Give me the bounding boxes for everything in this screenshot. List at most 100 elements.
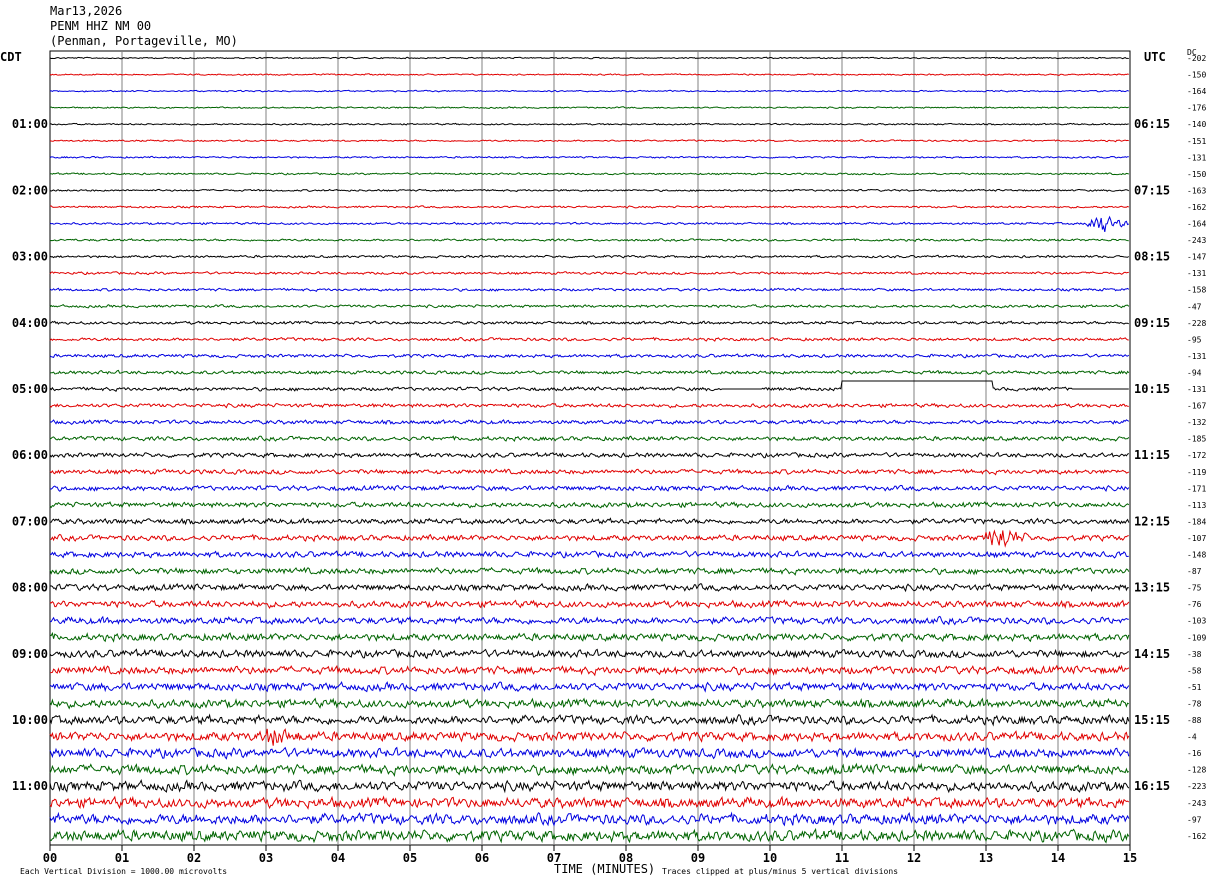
dc-offset-label: -163 [1187,186,1206,195]
dc-offset-label: -109 [1187,633,1206,642]
trace-row [49,254,1130,259]
dc-offset-label: -58 [1187,666,1202,675]
dc-offset-label: -87 [1187,567,1202,576]
trace-row [49,205,1130,209]
dc-offset-label: -75 [1187,584,1202,593]
x-tick-label: 01 [115,851,129,865]
dc-offset-label: -132 [1187,418,1206,427]
trace-row [49,380,1129,392]
dc-offset-label: -131 [1187,153,1206,162]
x-tick-label: 06 [475,851,489,865]
trace-row [49,215,1130,233]
dc-offset-label: -51 [1187,683,1202,692]
dc-offset-label: -76 [1187,600,1202,609]
trace-row [49,484,1130,492]
trace-row [49,664,1130,677]
trace-row [49,122,1129,126]
x-tick-label: 07 [547,851,561,865]
dc-offset-label: -119 [1187,468,1206,477]
dc-offset-label: -94 [1187,368,1202,377]
left-hour-label: 09:00 [12,647,48,661]
dc-offset-label: -140 [1187,120,1206,129]
x-tick-label: 04 [331,851,345,865]
right-hour-label: 15:15 [1134,713,1170,727]
trace-row [49,89,1130,93]
dc-column-label: DC [1187,48,1197,57]
dc-offset-label: -103 [1187,617,1206,626]
trace-row [49,271,1129,276]
left-hour-label: 08:00 [12,581,48,595]
dc-offset-label: -88 [1187,716,1202,725]
trace-row [49,550,1129,559]
left-hour-label: 04:00 [12,316,48,330]
x-tick-label: 05 [403,851,417,865]
x-axis-title: TIME (MINUTES) [554,862,656,876]
left-hour-label: 05:00 [12,382,48,396]
trace-row [49,418,1130,426]
dc-offset-label: -95 [1187,335,1202,344]
trace-row [49,402,1129,409]
trace-row [49,517,1130,526]
x-tick-label: 15 [1123,851,1137,865]
dc-offset-label: -78 [1187,699,1202,708]
left-hour-label: 03:00 [12,250,48,264]
right-hour-label: 06:15 [1134,117,1170,131]
right-timezone-label: UTC [1144,50,1166,64]
trace-row [49,762,1130,777]
dc-offset-label: -184 [1187,517,1206,526]
trace-row [49,648,1129,660]
x-tick-label: 13 [979,851,993,865]
dc-offset-label: -164 [1187,87,1206,96]
dc-offset-label: -131 [1187,269,1206,278]
dc-offset-label: -131 [1187,385,1206,394]
dc-offset-label: -113 [1187,501,1206,510]
trace-row [49,320,1129,326]
left-hour-label: 02:00 [12,183,48,197]
dc-offset-label: -97 [1187,815,1202,824]
dc-offset-label: -162 [1187,832,1206,841]
x-tick-label: 10 [763,851,777,865]
trace-row [49,501,1130,509]
trace-row [49,172,1129,176]
right-hour-label: 13:15 [1134,581,1170,595]
x-tick-label: 00 [43,851,57,865]
dc-offset-label: -228 [1187,319,1206,328]
trace-row [49,435,1130,442]
footer-scale-note: Each Vertical Division = 1000.00 microvo… [20,867,228,876]
dc-offset-label: -243 [1187,799,1206,808]
right-hour-label: 09:15 [1134,316,1170,330]
trace-row [49,697,1130,710]
trace-row [49,451,1130,459]
left-timezone-label: CDT [0,50,22,64]
dc-offset-label: -185 [1187,435,1206,444]
right-hour-label: 12:15 [1134,514,1170,528]
left-hour-label: 01:00 [12,117,48,131]
trace-row [49,188,1130,193]
x-tick-label: 08 [619,851,633,865]
dc-offset-label: -162 [1187,203,1206,212]
dc-offset-label: -38 [1187,650,1202,659]
trace-row [49,582,1129,593]
trace-row [49,73,1129,76]
x-tick-label: 02 [187,851,201,865]
trace-row [49,287,1130,292]
trace-row [49,303,1130,309]
trace-row [49,631,1130,643]
x-tick-label: 12 [907,851,921,865]
right-hour-label: 10:15 [1134,382,1170,396]
dc-offset-label: -16 [1187,749,1202,758]
dc-offset-label: -164 [1187,220,1206,229]
header-station: PENM HHZ NM 00 [50,19,152,33]
trace-row [49,529,1129,548]
left-hour-label: 06:00 [12,448,48,462]
dc-offset-label: -172 [1187,451,1206,460]
x-tick-label: 09 [691,851,705,865]
left-hour-label: 10:00 [12,713,48,727]
x-tick-label: 03 [259,851,273,865]
trace-row [50,615,1129,626]
trace-row [49,238,1129,242]
trace-row [49,728,1130,746]
left-hour-label: 07:00 [12,514,48,528]
right-hour-label: 07:15 [1134,183,1170,197]
trace-row [49,353,1130,359]
